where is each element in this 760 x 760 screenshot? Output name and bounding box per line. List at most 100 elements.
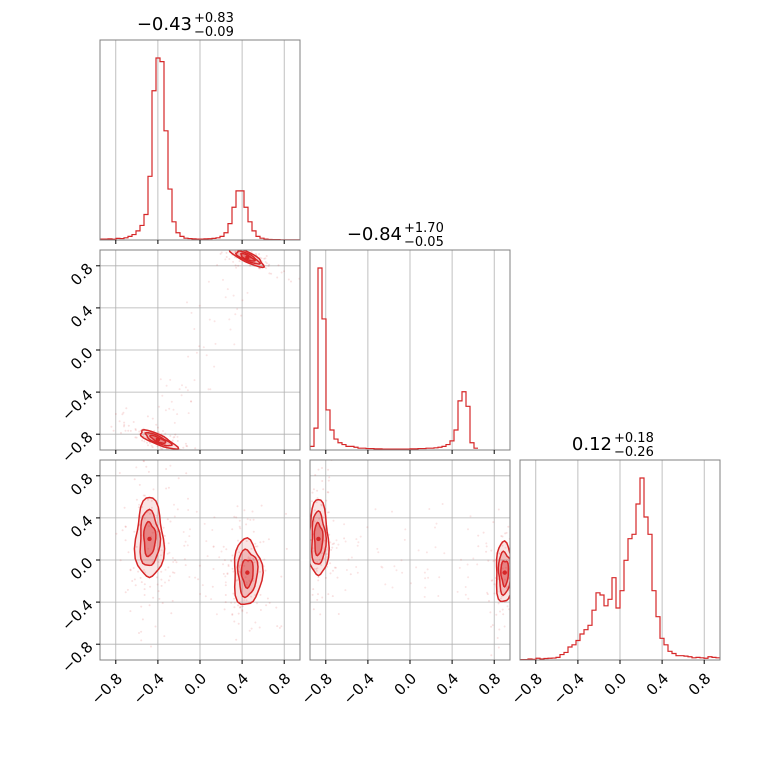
scatter-point: [427, 576, 430, 579]
scatter-point: [234, 256, 236, 259]
scatter-point: [246, 291, 249, 294]
scatter-point: [166, 518, 169, 521]
scatter-point: [134, 584, 137, 587]
scatter-point: [204, 595, 207, 598]
scatter-point: [238, 566, 241, 569]
scatter-point: [316, 489, 319, 492]
scatter-point: [417, 549, 420, 552]
scatter-point: [504, 566, 507, 569]
scatter-point: [118, 472, 121, 474]
scatter-point: [329, 562, 332, 565]
scatter-point: [426, 568, 429, 571]
scatter-point: [185, 444, 188, 447]
scatter-point: [330, 548, 333, 551]
scatter-point: [133, 530, 136, 533]
scatter-point: [304, 480, 306, 482]
scatter-point: [197, 578, 200, 581]
scatter-point: [515, 577, 517, 579]
scatter-point: [165, 487, 168, 490]
y-tick-label: −0.4: [58, 386, 96, 424]
scatter-point: [283, 270, 285, 273]
scatter-point: [184, 456, 186, 458]
scatter-point: [331, 595, 334, 598]
scatter-point: [193, 328, 196, 330]
scatter-point: [218, 556, 221, 559]
scatter-point: [498, 628, 501, 631]
scatter-point: [147, 525, 150, 528]
scatter-point: [224, 601, 227, 604]
scatter-point: [236, 308, 239, 310]
scatter-point: [310, 500, 313, 503]
scatter-point: [254, 545, 257, 548]
scatter-point: [207, 388, 210, 391]
scatter-point: [180, 451, 182, 453]
scatter-point: [190, 311, 193, 314]
scatter-point: [140, 630, 143, 633]
scatter-point: [224, 581, 227, 584]
scatter-point: [259, 570, 261, 573]
scatter-point: [318, 661, 320, 663]
scatter-point: [208, 318, 211, 321]
scatter-point: [165, 384, 168, 387]
scatter-point: [268, 272, 271, 275]
scatter-point: [500, 597, 502, 600]
scatter-point: [154, 625, 157, 628]
scatter-point: [231, 567, 234, 570]
scatter-point: [498, 590, 501, 593]
scatter-point: [326, 491, 329, 494]
scatter-point: [323, 539, 326, 542]
scatter-point: [335, 539, 338, 542]
scatter-point: [161, 394, 164, 397]
scatter-point: [238, 525, 241, 528]
scatter-point: [214, 342, 217, 345]
scatter-point: [206, 555, 209, 558]
scatter-point: [321, 596, 324, 599]
scatter-point: [176, 440, 179, 442]
title-lower-error: −0.09: [194, 25, 234, 40]
y-tick-label: 0.4: [67, 512, 97, 542]
scatter-point: [154, 437, 157, 440]
scatter-point: [424, 577, 427, 580]
scatter-point: [138, 503, 141, 506]
scatter-point: [211, 529, 214, 531]
scatter-point: [313, 520, 316, 523]
scatter-point: [157, 561, 160, 563]
scatter-point: [403, 538, 406, 541]
scatter-point: [244, 576, 247, 579]
scatter-point: [140, 581, 143, 584]
scatter-point: [127, 551, 130, 554]
scatter-point: [501, 544, 504, 547]
scatter-point: [435, 522, 438, 525]
scatter-point: [227, 563, 230, 566]
scatter-point: [239, 527, 242, 530]
scatter-point: [169, 434, 172, 437]
scatter-point: [180, 394, 183, 397]
scatter-point: [506, 605, 509, 608]
scatter-point: [333, 542, 335, 545]
scatter-point: [156, 583, 159, 586]
scatter-point: [160, 554, 162, 557]
x-tick-label: 0.8: [685, 670, 715, 700]
scatter-point: [267, 538, 270, 541]
y-tick-label: 0.4: [67, 302, 97, 332]
scatter-point: [305, 521, 307, 523]
scatter-point: [304, 550, 306, 552]
scatter-point: [164, 432, 167, 435]
scatter-point: [304, 606, 306, 608]
scatter-point: [151, 446, 154, 449]
x-tick-label: 0.0: [181, 670, 211, 700]
scatter-point: [257, 558, 260, 561]
scatter-point: [225, 251, 228, 254]
scatter-point: [518, 552, 520, 554]
scatter-point: [157, 590, 160, 593]
scatter-point: [232, 294, 235, 297]
scatter-point: [126, 588, 129, 591]
panel-title-2: 0.12 +0.18−0.26: [572, 431, 654, 460]
title-value: −0.84: [347, 224, 402, 245]
scatter-point: [331, 543, 334, 546]
scatter-point: [129, 610, 132, 613]
scatter-point: [194, 447, 197, 450]
scatter-point: [225, 548, 228, 551]
scatter-point: [176, 413, 179, 416]
scatter-point: [243, 564, 246, 567]
